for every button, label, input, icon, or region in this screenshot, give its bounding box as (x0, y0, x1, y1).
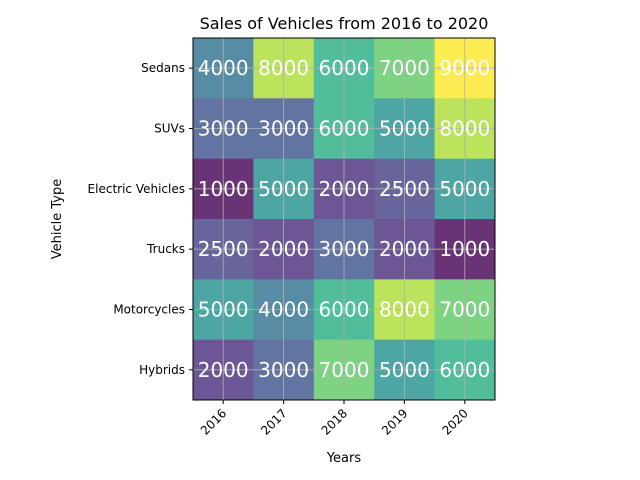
cell-value-label: 5000 (258, 177, 309, 201)
cell-value-label: 3000 (319, 237, 370, 261)
cell-value-label: 1000 (198, 177, 249, 201)
cell-value-label: 6000 (319, 117, 370, 141)
cell-value-label: 2000 (198, 358, 249, 382)
cell-value-label: 9000 (439, 56, 490, 80)
cell-value-label: 3000 (258, 117, 309, 141)
cell-value-label: 5000 (379, 358, 430, 382)
x-tick-label: 2017 (258, 406, 289, 437)
y-tick-label: Hybrids (139, 363, 185, 377)
y-axis-label: Vehicle Type (50, 179, 65, 259)
cell-value-label: 8000 (439, 117, 490, 141)
cell-value-label: 1000 (439, 237, 490, 261)
cell-value-label: 2500 (198, 237, 249, 261)
x-tick-label: 2018 (319, 406, 350, 437)
y-tick-label: Trucks (146, 242, 185, 256)
x-axis-ticks: 2016 2017 2018 2019 2020 (198, 400, 471, 438)
x-tick-label: 2019 (379, 406, 410, 437)
x-axis-label: Years (326, 451, 362, 466)
cell-value-label: 5000 (198, 298, 249, 322)
x-tick-label: 2016 (198, 406, 229, 437)
cell-value-label: 2000 (258, 237, 309, 261)
cell-value-label: 2000 (379, 237, 430, 261)
cell-value-label: 2000 (319, 177, 370, 201)
x-tick-label: 2020 (439, 406, 470, 437)
cell-labels: 4000 8000 6000 7000 9000 3000 3000 6000 5000 8000… (198, 56, 491, 382)
y-tick-label: Electric Vehicles (88, 182, 185, 196)
cell-value-label: 8000 (258, 56, 309, 80)
y-axis-ticks: Sedans SUVs Electric Vehicles Trucks Motorcy… (88, 61, 193, 377)
cell-value-label: 3000 (258, 358, 309, 382)
cell-value-label: 2500 (379, 177, 430, 201)
cell-value-label: 5000 (439, 177, 490, 201)
cell-value-label: 8000 (379, 298, 430, 322)
grid-lines (193, 38, 495, 400)
cell-value-label: 6000 (439, 358, 490, 382)
chart-title: Sales of Vehicles from 2016 to 2020 (200, 14, 489, 33)
cell-value-label: 4000 (258, 298, 309, 322)
cell-value-label: 7000 (439, 298, 490, 322)
cell-value-label: 7000 (319, 358, 370, 382)
cell-value-label: 4000 (198, 56, 249, 80)
cell-value-label: 6000 (319, 298, 370, 322)
cell-value-label: 6000 (319, 56, 370, 80)
y-tick-label: SUVs (154, 122, 185, 136)
y-tick-label: Motorcycles (113, 303, 185, 317)
cell-value-label: 7000 (379, 56, 430, 80)
cell-value-label: 3000 (198, 117, 249, 141)
y-tick-label: Sedans (141, 61, 185, 75)
cell-value-label: 5000 (379, 117, 430, 141)
